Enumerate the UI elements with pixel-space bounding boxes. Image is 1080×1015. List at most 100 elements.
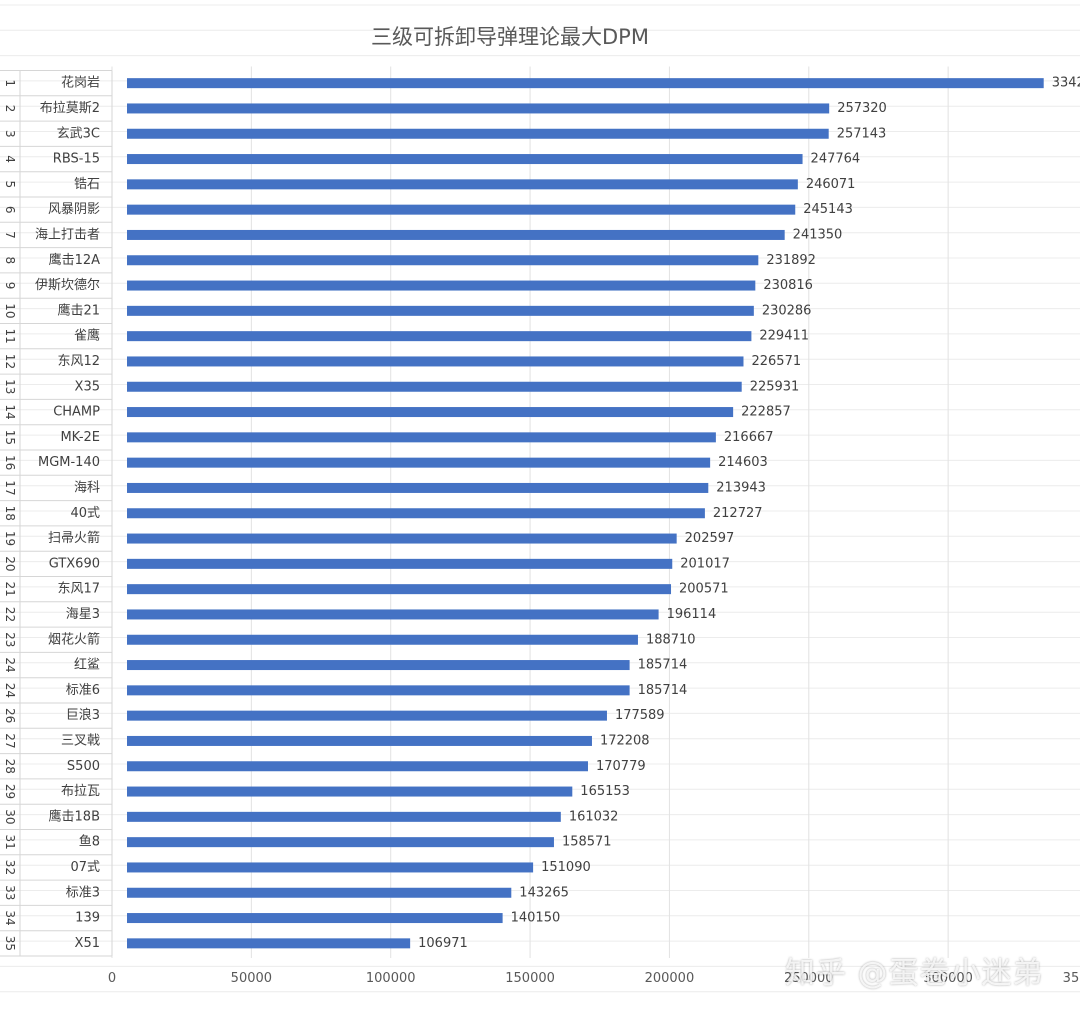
value-label: 170779 (596, 759, 646, 774)
category-label: 雀鹰 (74, 328, 100, 344)
value-label: 257320 (837, 101, 887, 116)
category-axis: 1 花岗岩 2 布拉莫斯2 3 玄武3C 4 RBS-15 5 锆石 6 风暴阴影 7 海上打击者 8 鹰击1… (0, 70, 113, 957)
rank-label: 7 (3, 231, 17, 239)
value-label: 213943 (716, 480, 766, 495)
rank-label: 16 (3, 455, 17, 470)
x-tick-label: 350000 (1063, 971, 1080, 986)
category-label: 海星3 (66, 607, 100, 622)
bar (127, 533, 677, 544)
x-tick-label: 100000 (366, 971, 416, 986)
rank-label: 30 (3, 809, 17, 824)
bar (127, 811, 561, 822)
bar (127, 103, 830, 114)
x-tick-label: 300000 (923, 971, 973, 986)
category-label: MGM-140 (38, 455, 100, 470)
category-label: GTX690 (49, 556, 100, 571)
rank-label: 31 (3, 835, 17, 850)
bar (127, 862, 534, 873)
category-label: MK-2E (60, 430, 100, 445)
category-label: 鹰击21 (57, 302, 100, 318)
bar (127, 584, 672, 595)
value-axis: 0 50000 100000 150000 200000 250000 300000 3500… (108, 971, 1080, 986)
bar (127, 837, 554, 848)
category-label: S500 (67, 759, 100, 774)
rank-label: 13 (3, 379, 17, 394)
rank-label: 29 (3, 784, 17, 799)
bar (127, 78, 1044, 89)
category-label: 扫帚火箭 (48, 530, 100, 546)
x-tick-label: 200000 (645, 971, 695, 986)
bar (127, 609, 659, 620)
bar (127, 179, 798, 190)
rank-label: 8 (3, 256, 17, 264)
value-label: 177589 (615, 708, 665, 723)
value-label: 245143 (803, 202, 853, 217)
rank-label: 17 (3, 480, 17, 495)
value-label: 229411 (759, 329, 809, 344)
category-label: RBS-15 (53, 152, 100, 167)
value-label: 161032 (569, 809, 619, 824)
category-label: 三叉戟 (61, 733, 100, 748)
bar (127, 154, 803, 165)
watermark: 知乎 @蛋卷小迷弟 (785, 956, 1044, 991)
value-label: 241350 (793, 227, 843, 242)
value-label: 201017 (680, 556, 730, 571)
category-label: 烟花火箭 (48, 631, 100, 647)
value-label: 257143 (837, 126, 887, 141)
value-label: 158571 (562, 835, 612, 850)
value-label: 140150 (511, 911, 561, 926)
value-label: 202597 (685, 531, 735, 546)
rank-label: 4 (3, 155, 17, 163)
bar (127, 229, 785, 240)
rank-label: 1 (3, 79, 17, 87)
value-label: 230816 (763, 278, 813, 293)
category-label: 伊斯坎德尔 (35, 278, 100, 293)
rank-label: 14 (3, 404, 17, 419)
chart-title: 三级可拆卸导弹理论最大DPM (371, 25, 649, 49)
value-label: 246071 (806, 177, 856, 192)
category-label: 鹰击18B (49, 808, 100, 824)
rank-label: 6 (3, 206, 17, 214)
bar (127, 634, 638, 645)
value-label: 188710 (646, 632, 696, 647)
value-label: 214603 (718, 455, 768, 470)
bar (127, 735, 592, 746)
rank-label: 22 (3, 607, 17, 622)
category-label: 玄武3C (57, 126, 100, 141)
rank-label: 19 (3, 531, 17, 546)
value-label: 225931 (750, 379, 800, 394)
value-label: 185714 (638, 658, 688, 673)
category-label: 标准6 (66, 683, 100, 698)
rank-label: 23 (3, 632, 17, 647)
rank-label: 9 (3, 282, 17, 290)
value-label: 230286 (762, 303, 812, 318)
rank-label: 15 (3, 430, 17, 445)
rank-label: 32 (3, 860, 17, 875)
bar (127, 407, 734, 418)
rank-label: 18 (3, 506, 17, 521)
bar-series: 334286 257320 257143 247764 246071 245143 2413… (127, 76, 1080, 951)
value-label: 185714 (638, 683, 688, 698)
value-label: 200571 (679, 582, 729, 597)
x-tick-label: 0 (108, 971, 116, 986)
category-label: 布拉瓦 (61, 784, 100, 799)
rank-label: 26 (3, 708, 17, 723)
rank-label: 35 (3, 936, 17, 951)
category-label: 海科 (74, 480, 100, 495)
x-tick-label: 50000 (231, 971, 272, 986)
bar (127, 457, 711, 468)
value-label: 226571 (751, 354, 801, 369)
rank-label: 24 (3, 657, 17, 672)
category-label: 风暴阴影 (48, 202, 100, 217)
bar (127, 432, 716, 443)
category-label: 鱼8 (79, 834, 100, 850)
value-label: 143265 (519, 885, 569, 900)
category-label: 东风12 (57, 354, 100, 369)
category-label: 139 (75, 911, 100, 926)
category-label: 红鲨 (74, 657, 100, 673)
bar (127, 761, 588, 772)
value-label: 151090 (541, 860, 591, 875)
bar (127, 913, 503, 924)
category-label: 巨浪3 (66, 708, 100, 723)
